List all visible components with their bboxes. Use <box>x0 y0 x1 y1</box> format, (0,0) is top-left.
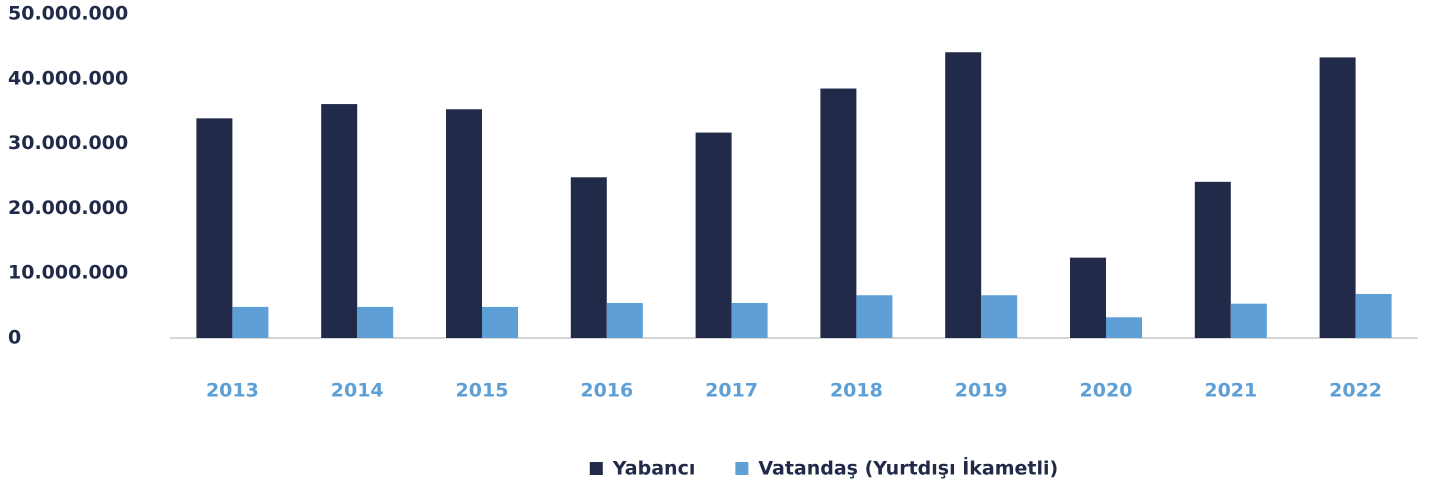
legend-swatch <box>735 462 749 475</box>
x-tick-label: 2017 <box>705 380 758 402</box>
bar <box>232 306 269 338</box>
x-tick-label: 2015 <box>456 380 509 402</box>
bar <box>695 132 732 338</box>
bar <box>1106 317 1142 338</box>
bar <box>981 295 1018 338</box>
bar <box>606 303 643 338</box>
x-tick-label: 2022 <box>1329 380 1382 402</box>
legend-swatch <box>589 462 603 475</box>
bar <box>357 306 394 338</box>
bar <box>1194 181 1231 338</box>
bar <box>856 295 893 338</box>
bar <box>1230 303 1267 338</box>
y-tick-label: 30.000.000 <box>8 132 128 154</box>
bar <box>731 303 768 338</box>
y-tick-label: 40.000.000 <box>8 67 128 89</box>
bar <box>1070 257 1106 338</box>
bar <box>1319 57 1356 338</box>
x-tick-label: 2018 <box>830 380 883 402</box>
x-tick-label: 2016 <box>580 380 633 402</box>
y-tick-label: 20.000.000 <box>8 197 128 219</box>
bar <box>321 104 358 339</box>
bar <box>570 177 607 338</box>
x-tick-label: 2013 <box>206 380 259 402</box>
y-tick-label: 0 <box>8 327 21 349</box>
bar <box>1355 293 1392 338</box>
x-tick-label: 2014 <box>331 380 384 402</box>
y-tick-label: 50.000.000 <box>8 3 128 25</box>
x-tick-label: 2021 <box>1204 380 1257 402</box>
bar <box>482 306 518 338</box>
legend-label: Vatandaş (Yurtdışı İkametli) <box>758 456 1058 480</box>
bar <box>446 109 482 338</box>
bar <box>196 118 233 338</box>
y-tick-label: 10.000.000 <box>8 262 128 284</box>
bar <box>820 88 857 339</box>
x-tick-label: 2020 <box>1080 380 1133 402</box>
legend-label: Yabancı <box>612 458 696 480</box>
x-tick-label: 2019 <box>955 380 1008 402</box>
bar <box>945 52 982 339</box>
